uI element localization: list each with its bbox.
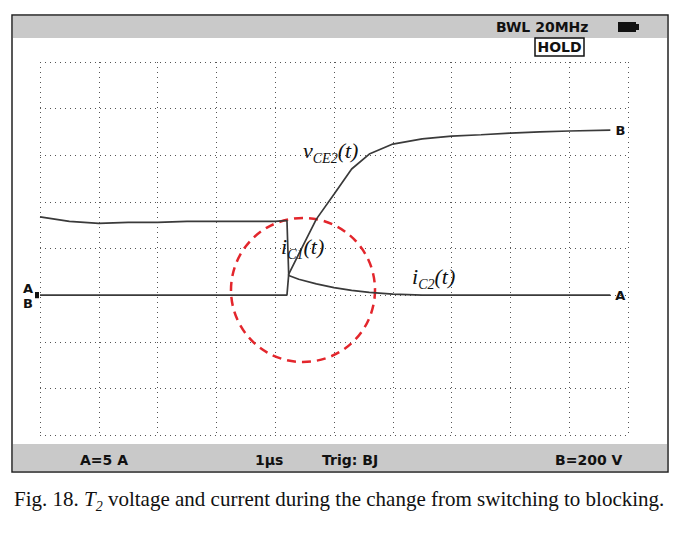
svg-text:A: A <box>23 281 33 296</box>
svg-text:B: B <box>615 123 625 138</box>
html-text:iC1(t): iC1(t) <box>281 234 325 263</box>
svg-text:B=200 V: B=200 V <box>555 452 622 468</box>
svg-text:BWL 20MHz: BWL 20MHz <box>496 19 588 35</box>
html-text:Fig. 18. T2voltage and current: Fig. 18. T2voltage and current during th… <box>14 487 665 515</box>
html-text:vCE2(t): vCE2(t) <box>303 138 359 167</box>
svg-text:1µs: 1µs <box>255 452 283 468</box>
svg-text:B: B <box>23 296 33 311</box>
html-text:iC2(t): iC2(t) <box>412 264 456 293</box>
svg-text:A: A <box>615 288 625 303</box>
svg-text:HOLD: HOLD <box>537 39 581 55</box>
svg-text:Trig: BJ: Trig: BJ <box>322 452 378 468</box>
svg-text:A=5 A: A=5 A <box>80 452 128 468</box>
